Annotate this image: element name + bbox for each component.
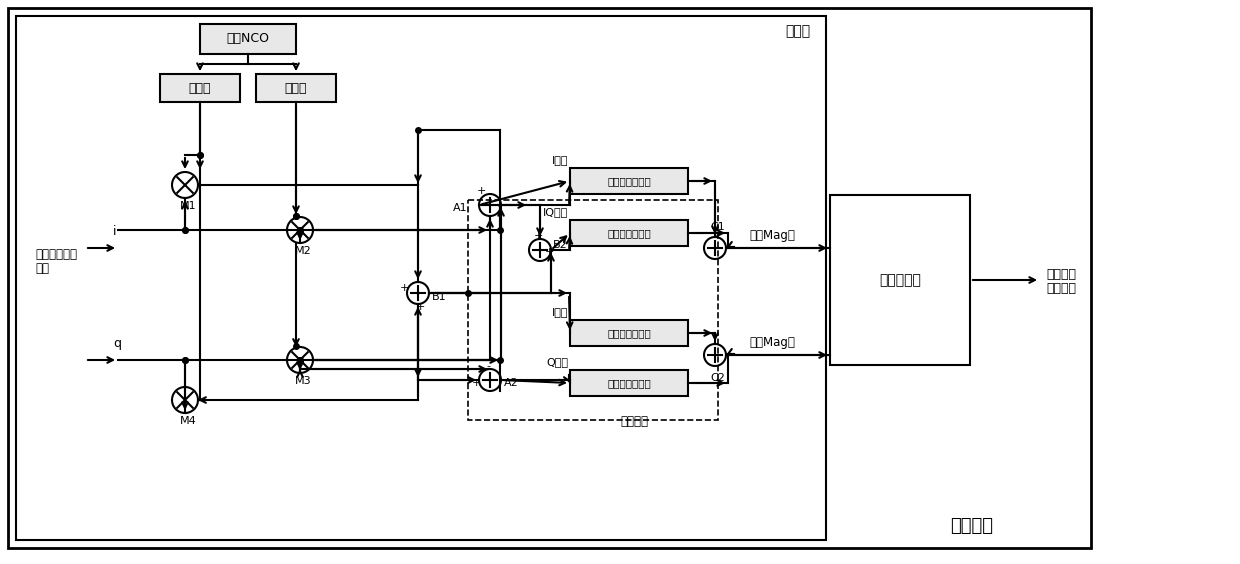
Text: 第一相干积分器: 第一相干积分器 <box>608 176 651 186</box>
Text: 第一Mag值: 第一Mag值 <box>749 229 795 242</box>
Text: +: + <box>533 231 543 241</box>
Text: +: + <box>399 283 409 293</box>
Bar <box>467 200 718 420</box>
Text: 第三相干积分器: 第三相干积分器 <box>608 328 651 338</box>
Text: 余弦表: 余弦表 <box>188 82 211 95</box>
Bar <box>570 320 688 346</box>
Text: 加速模块: 加速模块 <box>620 415 649 428</box>
Bar <box>160 74 241 102</box>
Text: 扫频单元: 扫频单元 <box>950 517 993 535</box>
Text: A1: A1 <box>454 203 467 213</box>
Text: I支路: I支路 <box>552 307 568 317</box>
Bar <box>7 8 1091 548</box>
Text: I支路: I支路 <box>552 155 568 165</box>
Text: C2: C2 <box>711 373 725 383</box>
Text: M2: M2 <box>295 246 311 256</box>
Text: 第四相干积分器: 第四相干积分器 <box>608 378 651 388</box>
Text: 号的频率: 号的频率 <box>1047 283 1076 296</box>
Text: -: - <box>497 201 501 211</box>
Text: 扫频器: 扫频器 <box>785 24 810 38</box>
Text: M4: M4 <box>180 416 196 426</box>
Bar <box>570 370 688 396</box>
Text: 连续波信: 连续波信 <box>1047 267 1076 280</box>
Text: +: + <box>544 247 554 257</box>
Text: 第二相干积分器: 第二相干积分器 <box>608 228 651 238</box>
Text: C1: C1 <box>711 222 725 232</box>
Bar <box>570 220 688 246</box>
Text: B2: B2 <box>553 240 568 250</box>
Text: M1: M1 <box>180 201 196 211</box>
Text: +: + <box>476 186 486 196</box>
Bar <box>255 74 336 102</box>
Bar <box>830 195 970 365</box>
Text: M3: M3 <box>295 376 311 386</box>
Text: A2: A2 <box>503 378 518 388</box>
Bar <box>16 16 826 540</box>
Text: 本地NCO: 本地NCO <box>227 33 269 46</box>
Text: -: - <box>486 361 490 371</box>
Text: 频率估计器: 频率估计器 <box>879 273 921 287</box>
Text: q: q <box>113 337 122 350</box>
Bar <box>570 168 688 194</box>
Text: 信号: 信号 <box>35 262 50 275</box>
Bar <box>200 24 296 54</box>
Text: i: i <box>113 225 117 238</box>
Text: 含噪连续波复: 含噪连续波复 <box>35 249 77 262</box>
Text: B1: B1 <box>432 292 446 302</box>
Text: +: + <box>471 378 481 388</box>
Text: 第二Mag值: 第二Mag值 <box>749 336 795 349</box>
Text: +: + <box>415 302 424 312</box>
Text: 正弦表: 正弦表 <box>285 82 308 95</box>
Text: Q支路: Q支路 <box>546 357 568 367</box>
Text: IQ支路: IQ支路 <box>543 207 568 217</box>
